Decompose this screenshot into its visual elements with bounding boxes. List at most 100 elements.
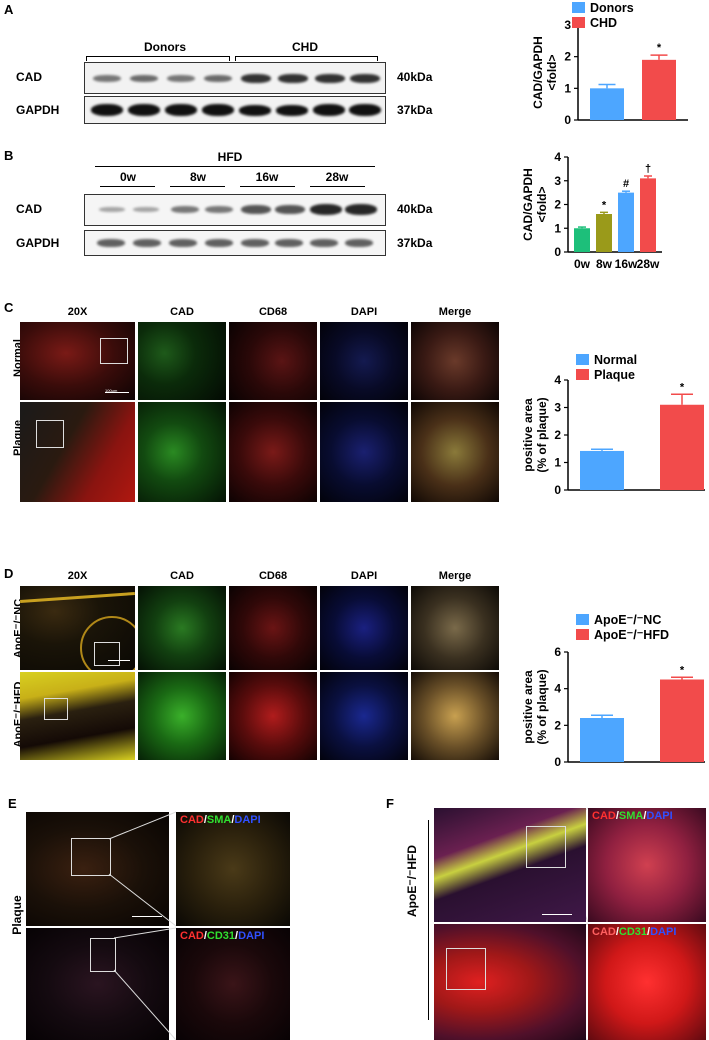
panel-letter-e: E [8,796,17,811]
timepoint-underline [170,186,225,187]
bracket-tick [235,56,236,61]
zoom-box [44,698,68,720]
y-axis-label: CAD/GAPDH [521,168,535,241]
column-header-merge: Merge [438,306,472,318]
micrograph-20x-apoe-nc [20,586,135,670]
panel-letter-b: B [4,148,14,163]
side-label-apoe-hfd: ApoE⁻/⁻HFD [405,845,419,917]
micrograph-dapi-apoe-hfd [320,672,408,760]
scale-bar [542,914,572,915]
group-bracket-donors [86,56,230,57]
y-tick-label: 0 [554,755,561,769]
y-tick-label: 1 [564,81,571,95]
panel-letter-d: D [4,566,14,581]
significance-marker: † [645,163,651,175]
legend-swatch [576,629,589,640]
bar [660,404,704,490]
micrograph-f-sma-zoom: CAD/SMA/DAPI [588,808,706,922]
y-tick-label: 2 [564,50,571,64]
micrograph-merge-apoe-hfd [411,672,499,760]
zoom-box [526,826,566,868]
zoom-box [100,338,128,364]
zoom-box [71,838,111,876]
bracket-tick [377,56,378,61]
y-axis-label-2: (% of plaque) [535,397,549,472]
legend-label: ApoE⁻/⁻HFD [594,628,669,642]
column-header-20x: 20X [67,306,88,318]
panel-letter-c: C [4,300,14,315]
bar-chart-cad-hfd-timecourse: 0 1 2 3 4 CAD/GAPDH <fold> 0w * 8w #16w † 28w [521,150,662,271]
row-label-cad-b: CAD [16,202,42,216]
micrograph-dapi-apoe-nc [320,586,408,670]
zoom-box [446,948,486,990]
bar [580,450,624,490]
legend-swatch [576,369,589,380]
micrograph-e-cd31-overview [26,928,169,1040]
hfd-bracket [95,166,375,167]
y-tick-label: 4 [554,682,561,696]
significance-marker: * [680,381,685,393]
bar [640,178,656,252]
micrograph-dapi-plaque [320,402,408,502]
stain-label-f2: CAD/CD31/DAPI [592,926,677,938]
y-tick-label: 2 [554,718,561,732]
micrograph-f-sma-overview [434,808,586,922]
y-tick-label: 2 [554,428,561,442]
timepoint-28w: 28w [325,170,349,184]
significance-marker: * [602,199,607,211]
side-bracket-f [428,820,429,1020]
significance-marker: * [680,664,685,676]
scale-bar-label: 100μm [105,388,118,393]
micrograph-f-cd31-zoom: CAD/CD31/DAPI [588,924,706,1040]
micrograph-cad-plaque [138,402,226,502]
legend-label: Donors [590,1,634,15]
group-label-chd: CHD [292,40,318,54]
y-axis-label-2: <fold> [545,54,559,90]
significance-marker: * [657,42,662,54]
row-label-gapdh-b: GAPDH [16,236,60,250]
legend-label: Plaque [594,368,635,382]
x-tick-label: 8w [596,257,613,271]
y-tick-label: 0 [554,245,561,259]
y-tick-label: 1 [554,221,561,235]
column-header-cd68: CD68 [258,306,288,318]
y-axis-label: positive area [521,670,535,744]
row-label-cad: CAD [16,70,42,84]
micrograph-20x-apoe-hfd [20,672,135,760]
timepoint-underline [310,186,365,187]
column-header-cad: CAD [170,306,194,318]
western-blot-gapdh-b [84,230,386,256]
legend-swatch [572,17,585,28]
micrograph-e-sma-overview [26,812,169,926]
y-axis-label-2: (% of plaque) [535,669,549,744]
panel-letter-f: F [386,796,394,811]
x-tick-label: 0w [574,257,591,271]
y-tick-label: 4 [554,373,561,387]
micrograph-cd68-apoe-nc [229,586,317,670]
stain-label-e1: CAD/SMA/DAPI [180,814,261,826]
column-header-merge-d: Merge [438,570,472,582]
y-tick-label: 0 [554,483,561,497]
y-tick-label: 0 [564,113,571,127]
y-tick-label: 2 [554,198,561,212]
western-blot-gapdh-a [84,96,386,124]
micrograph-e-cd31-zoom: CAD/CD31/DAPI [176,928,290,1040]
timepoint-8w: 8w [189,170,206,184]
stain-label-f1: CAD/SMA/DAPI [592,810,673,822]
scale-bar [105,392,129,393]
legend-label: CHD [590,16,617,30]
micrograph-dapi-normal [320,322,408,400]
micrograph-cad-apoe-hfd [138,672,226,760]
kda-label-cad-b: 40kDa [397,202,433,216]
timepoint-underline [100,186,155,187]
legend-label: ApoE⁻/⁻NC [594,613,661,627]
bracket-tick [86,56,87,61]
western-blot-cad-a [84,62,386,94]
micrograph-20x-plaque [20,402,135,502]
micrograph-merge-plaque [411,402,499,502]
legend-swatch [572,2,585,13]
kda-label-gapdh: 37kDa [397,103,433,117]
bar [618,192,634,252]
y-axis-label: CAD/GAPDH [531,36,545,109]
